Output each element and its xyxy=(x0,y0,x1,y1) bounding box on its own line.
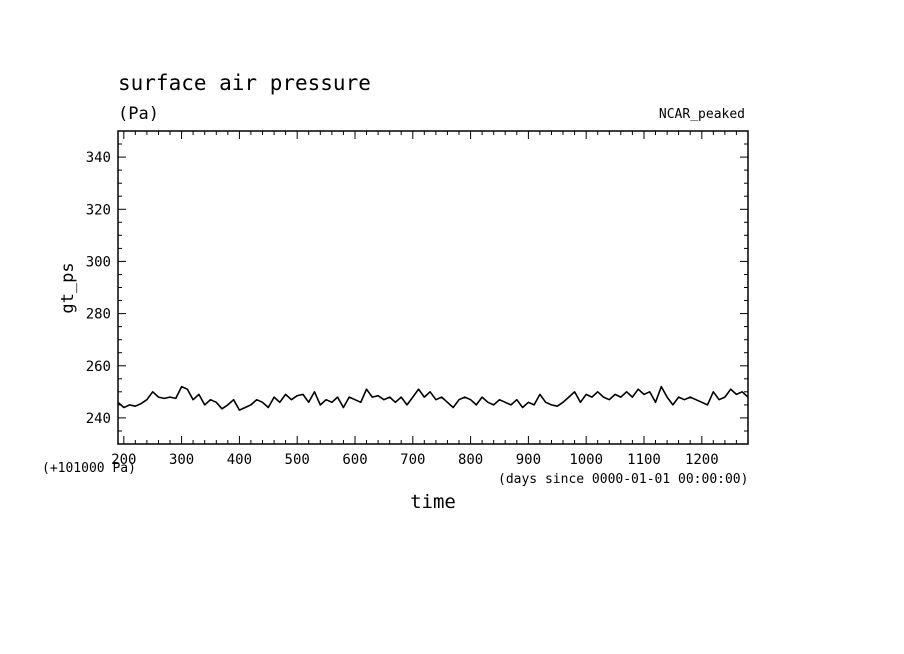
x-tick-label-1100: 1100 xyxy=(627,452,661,468)
chart-tag: NCAR_peaked xyxy=(659,107,745,122)
x-tick-label-700: 700 xyxy=(400,452,425,468)
y-tick-label-240: 240 xyxy=(86,411,111,427)
y-tick-labels: 240 260 280 300 320 340 xyxy=(86,150,111,427)
y-tick-label-260: 260 xyxy=(86,359,111,375)
x-tick-label-800: 800 xyxy=(458,452,483,468)
x-tick-label-300: 300 xyxy=(169,452,194,468)
y-tick-label-280: 280 xyxy=(86,307,111,323)
x-tick-label-200: 200 xyxy=(111,452,136,468)
x-tick-labels: 200 300 400 500 600 700 800 900 1000 1100 1200 xyxy=(111,452,719,468)
series-line-gt-ps xyxy=(117,385,749,411)
x-tick-label-500: 500 xyxy=(285,452,310,468)
y-tick-label-300: 300 xyxy=(86,254,111,270)
y-tick-label-340: 340 xyxy=(86,150,111,166)
y-tick-label-320: 320 xyxy=(86,202,111,218)
y-offset-label: (+101000 Pa) xyxy=(42,461,136,476)
axis-ticks xyxy=(118,130,749,444)
x-units-label: (days since 0000-01-01 00:00:00) xyxy=(498,472,748,487)
x-tick-label-900: 900 xyxy=(516,452,541,468)
x-tick-label-1200: 1200 xyxy=(685,452,719,468)
x-axis-label: time xyxy=(410,491,456,513)
chart-title: surface air pressure xyxy=(118,71,371,95)
x-tick-label-600: 600 xyxy=(342,452,367,468)
x-tick-label-400: 400 xyxy=(227,452,252,468)
chart-units: (Pa) xyxy=(118,104,159,124)
y-axis-label: gt_ps xyxy=(58,262,78,313)
x-tick-label-1000: 1000 xyxy=(569,452,603,468)
